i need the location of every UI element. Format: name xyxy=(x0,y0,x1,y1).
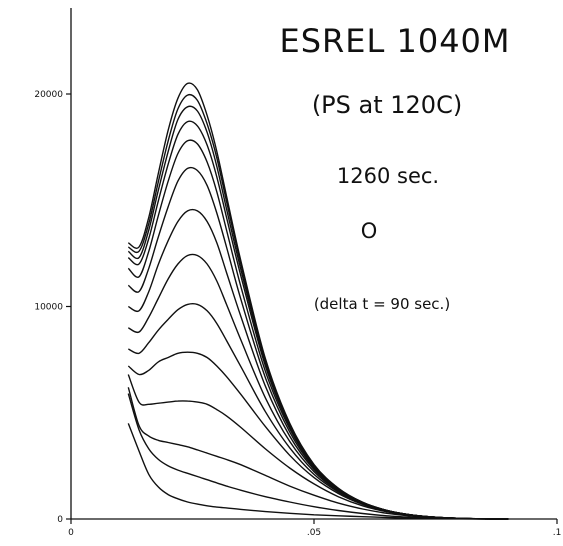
y-tick-label: 0 xyxy=(57,515,63,525)
series-line-14 xyxy=(127,82,509,520)
y-tick-label: 20000 xyxy=(34,90,63,100)
delta-t-annotation: (delta t = 90 sec.) xyxy=(314,295,450,313)
series-line-9 xyxy=(127,166,509,520)
series-line-3 xyxy=(127,387,509,520)
y-tick-label: 10000 xyxy=(34,303,63,313)
marker-annotation: O xyxy=(361,219,378,243)
series-line-5 xyxy=(127,351,509,520)
ticks: 0 .05 .1 0 10000 20000 xyxy=(34,90,561,538)
x-tick-label: 0 xyxy=(68,528,74,538)
axes xyxy=(70,8,557,520)
chart-title: ESREL 1040M xyxy=(279,22,510,60)
series-line-10 xyxy=(127,139,509,520)
x-tick-label: .05 xyxy=(307,528,321,538)
series-line-2 xyxy=(127,393,509,520)
x-tick-label: .1 xyxy=(553,528,562,538)
chart-subtitle: (PS at 120C) xyxy=(312,91,462,119)
series-layer xyxy=(127,82,509,520)
series-line-11 xyxy=(127,120,509,520)
time-annotation: 1260 sec. xyxy=(337,164,439,188)
